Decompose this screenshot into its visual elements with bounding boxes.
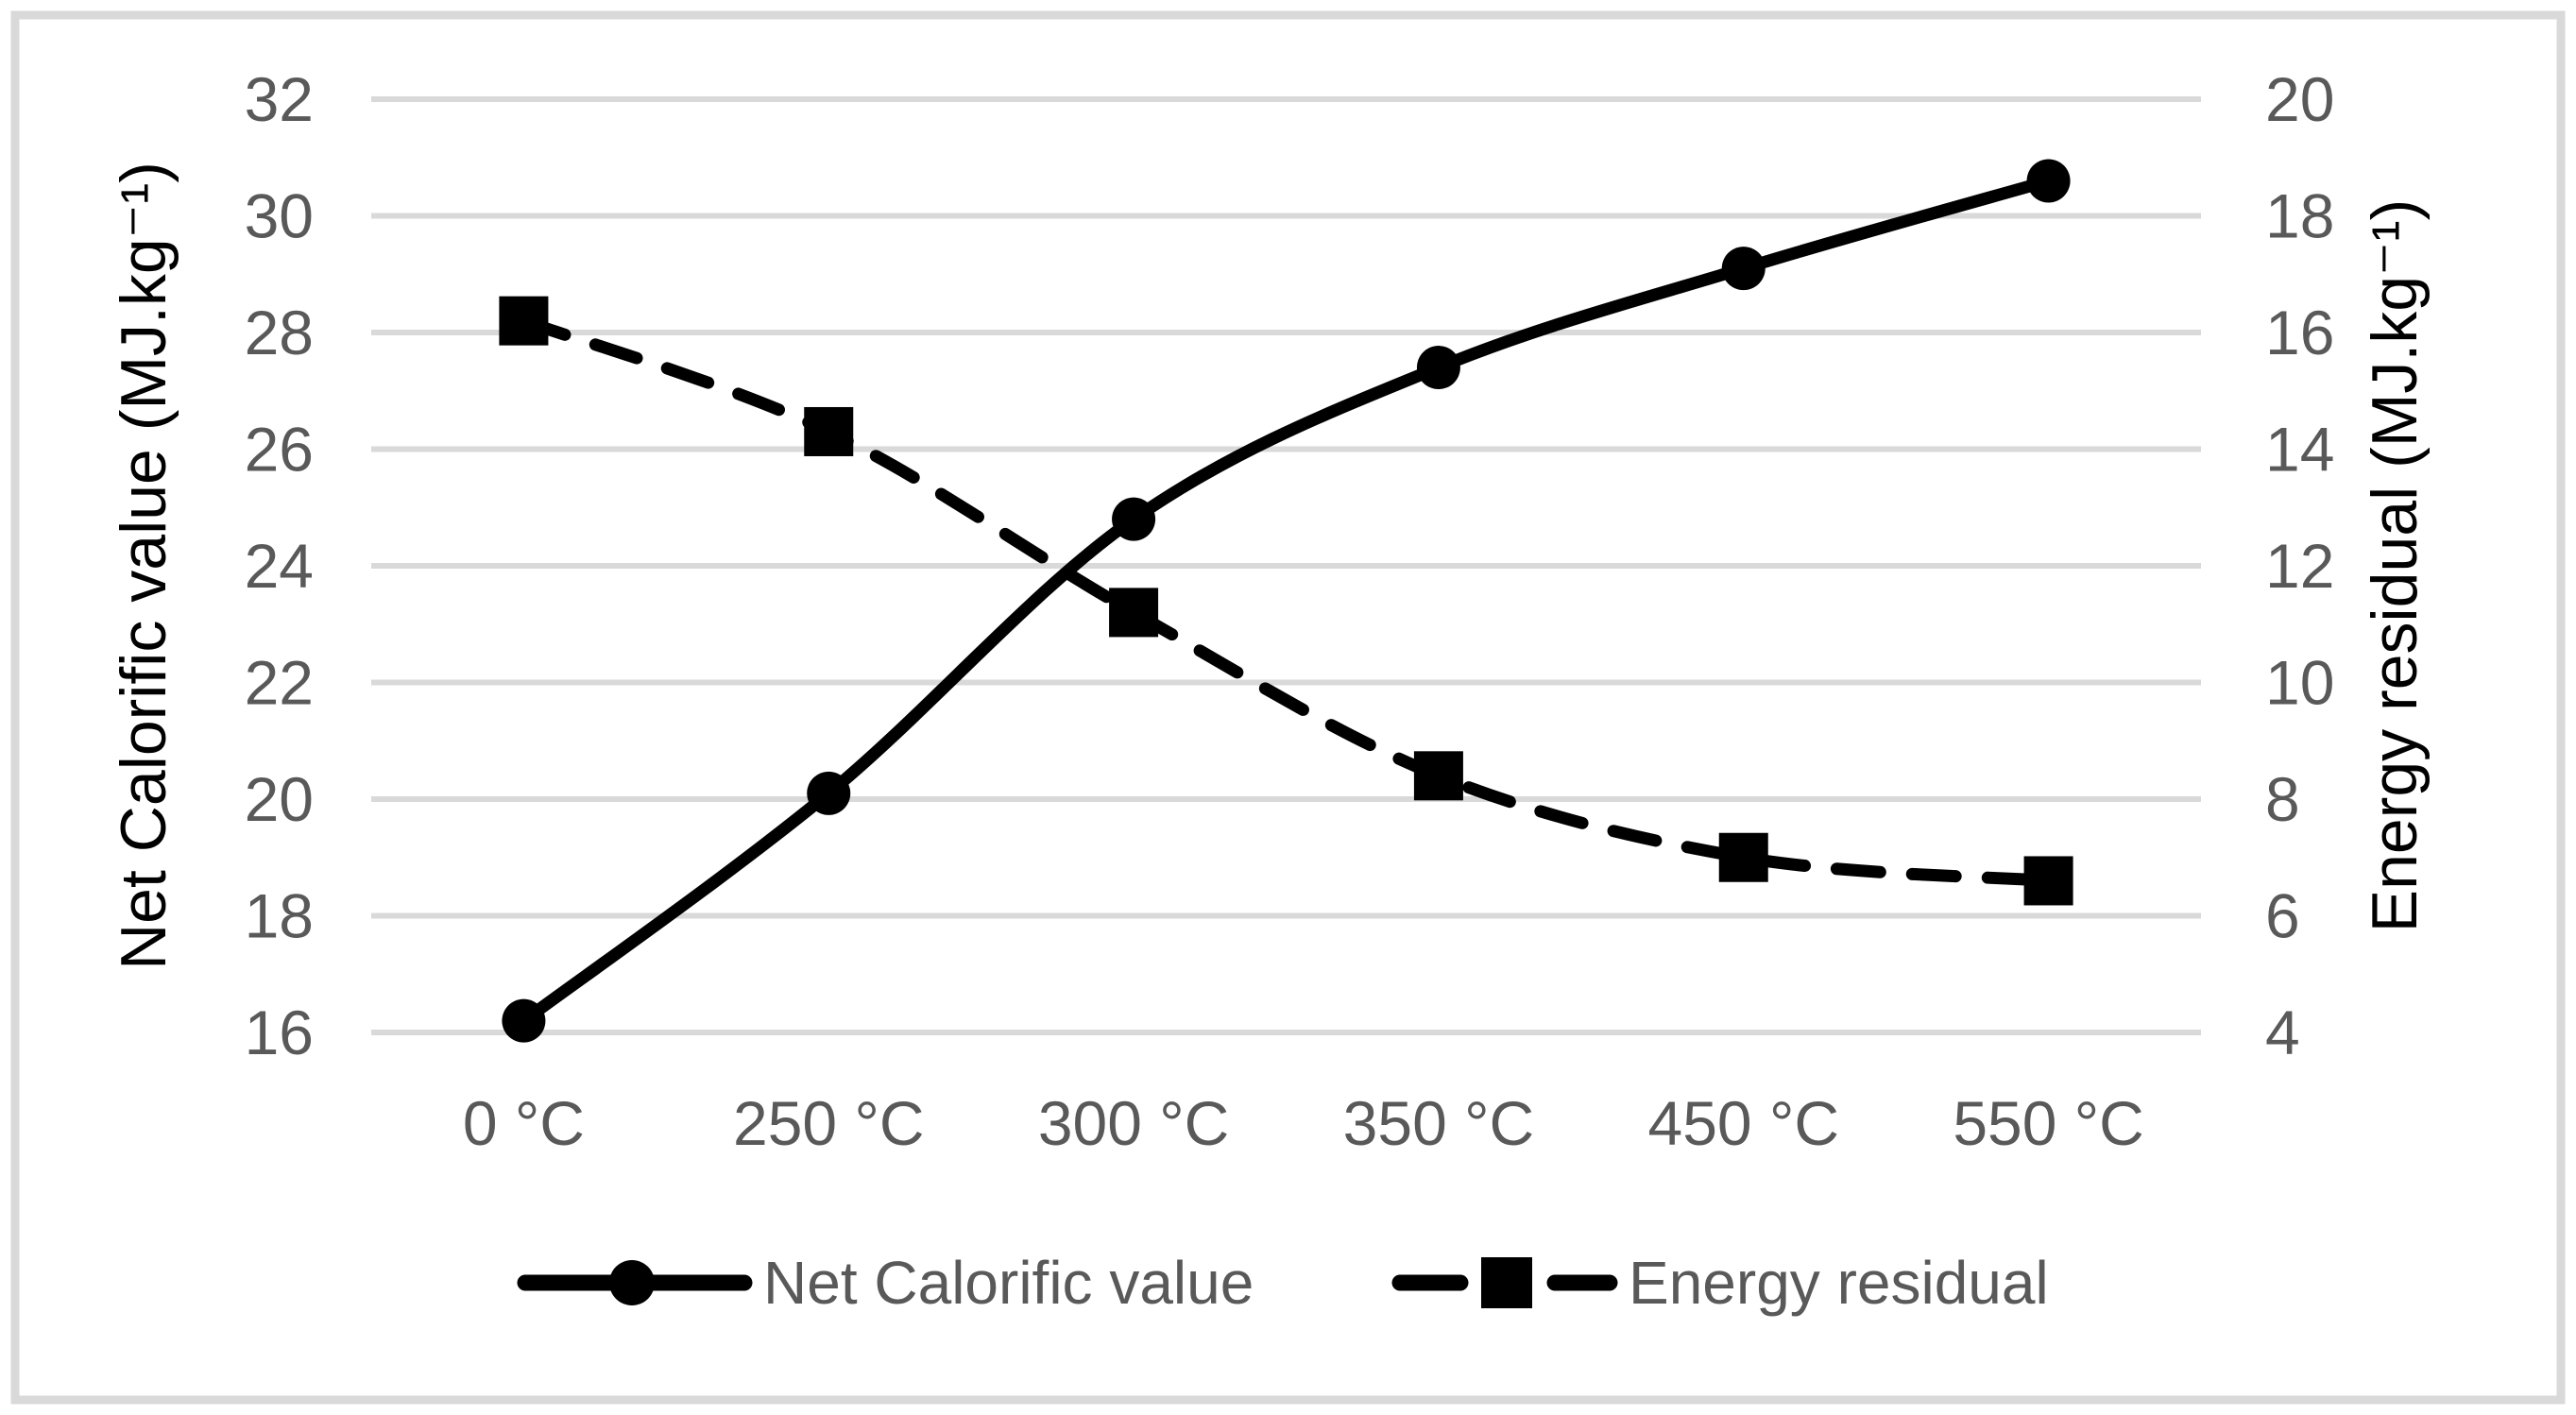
data-point-circle (1416, 346, 1460, 390)
left-axis-tick-labels: 32 30 28 26 24 22 20 18 16 (245, 64, 314, 1067)
x-tick-label: 300 °C (1038, 1088, 1230, 1158)
data-point-square (1109, 588, 1159, 638)
right-tick-label: 6 (2265, 881, 2300, 951)
legend-item-net-calorific-value: Net Calorific value (517, 1249, 1254, 1317)
right-axis-tick-labels: 20 18 16 14 12 10 8 6 4 (2265, 64, 2334, 1067)
left-tick-label: 26 (245, 415, 314, 485)
right-axis-title: Energy residual (MJ.kg⁻¹) (2359, 199, 2431, 933)
right-tick-label: 4 (2265, 997, 2300, 1067)
right-tick-label: 18 (2265, 181, 2334, 251)
gridlines (371, 96, 2201, 1035)
left-tick-label: 32 (245, 64, 314, 134)
legend-circle-marker-icon (609, 1260, 655, 1305)
right-tick-label: 12 (2265, 531, 2334, 601)
left-tick-label: 24 (245, 531, 314, 601)
right-tick-label: 10 (2265, 648, 2334, 718)
data-point-square (499, 296, 549, 346)
chart-border (10, 10, 2566, 1405)
x-tick-label: 450 °C (1647, 1088, 1839, 1158)
left-tick-label: 28 (245, 298, 314, 367)
data-point-circle (2026, 159, 2071, 203)
left-tick-label: 22 (245, 648, 314, 718)
x-tick-label: 350 °C (1343, 1088, 1535, 1158)
left-tick-label: 30 (245, 181, 314, 251)
series-lines (517, 174, 2056, 1028)
right-tick-label: 8 (2265, 764, 2300, 834)
legend-square-marker-icon (1481, 1257, 1532, 1308)
x-tick-label: 0 °C (463, 1088, 585, 1158)
data-point-circle (807, 771, 851, 815)
series-markers (499, 159, 2073, 1043)
x-tick-label: 250 °C (733, 1088, 925, 1158)
left-tick-label: 18 (245, 881, 314, 951)
right-tick-label: 14 (2265, 415, 2334, 485)
data-point-square (804, 406, 854, 456)
x-axis-tick-labels: 0 °C 250 °C 300 °C 350 °C 450 °C 550 °C (463, 1088, 2144, 1158)
series-line-energy-residual (517, 315, 2056, 887)
data-point-square (1718, 832, 1768, 882)
data-point-square (1413, 751, 1463, 801)
left-axis-title: Net Calorific value (MJ.kg⁻¹) (108, 162, 179, 970)
series-line-net-calorific-value (517, 174, 2056, 1028)
legend: Net Calorific value Energy residual (517, 1249, 2049, 1317)
data-point-circle (502, 998, 546, 1043)
legend-label-energy-residual: Energy residual (1629, 1249, 2049, 1317)
right-tick-label: 20 (2265, 64, 2334, 134)
right-tick-label: 16 (2265, 298, 2334, 367)
left-tick-label: 20 (245, 764, 314, 834)
legend-label-net-calorific-value: Net Calorific value (763, 1249, 1254, 1317)
data-point-circle (1721, 247, 1766, 291)
x-tick-label: 550 °C (1953, 1088, 2144, 1158)
data-point-circle (1112, 497, 1156, 541)
legend-item-energy-residual: Energy residual (1391, 1249, 2049, 1317)
left-tick-label: 16 (245, 997, 314, 1067)
data-point-square (2023, 856, 2073, 906)
